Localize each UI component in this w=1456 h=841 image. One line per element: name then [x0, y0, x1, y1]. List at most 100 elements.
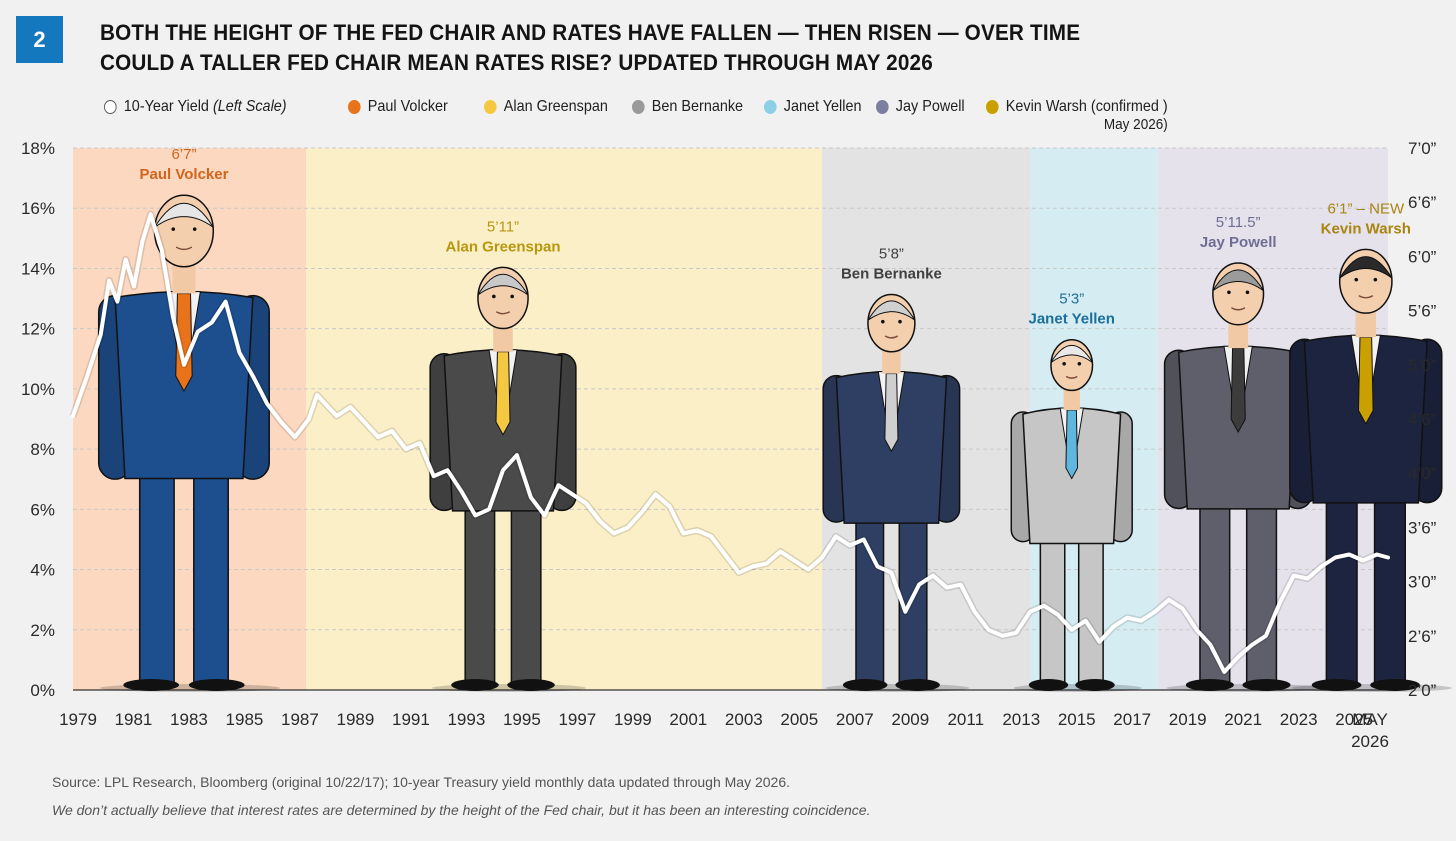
figure-hair: [1339, 256, 1393, 279]
legend-swatch-yield: [104, 100, 117, 114]
chart-title: BOTH THE HEIGHT OF THE FED CHAIR AND RAT…: [100, 18, 1080, 78]
figure-tie: [1357, 336, 1374, 425]
figure-eye-left: [171, 227, 176, 231]
right-tick-label: 6’0”: [1408, 247, 1437, 266]
chair-height-label: 5’8”: [879, 245, 904, 262]
figure-shoe-right: [1370, 679, 1420, 691]
figure-shoe-right: [188, 679, 245, 691]
figure-shoe-left: [1185, 679, 1234, 691]
chair-figure-2: 5’8” Ben Bernanke: [822, 245, 970, 692]
right-tick-label: 6’6”: [1408, 193, 1437, 212]
figure-leg-right: [510, 498, 542, 685]
figure-hair: [1050, 345, 1093, 363]
title-line-2: COULD A TALLER FED CHAIR MEAN RATES RISE…: [100, 50, 933, 75]
figure-mouth: [175, 246, 193, 251]
figure-hair: [1212, 269, 1264, 292]
chair-name-label: Alan Greenspan: [445, 238, 560, 255]
legend-scale-note: (Left Scale): [212, 98, 287, 115]
figure-tie: [495, 351, 511, 436]
left-tick-label: 8%: [30, 440, 55, 459]
legend-label-warsh: Kevin Warsh (confirmed ): [1005, 98, 1168, 115]
figure-eye-right: [1245, 290, 1250, 295]
legend-item-warsh: Kevin Warsh (confirmed ) May 2026): [986, 98, 1168, 133]
figure-shoe-left: [1028, 679, 1069, 691]
figure-hair: [477, 273, 529, 296]
figure-leg-left: [138, 465, 175, 685]
legend-item-yield: 10-Year Yield (Left Scale): [104, 98, 287, 116]
legend-item-bernanke: Ben Bernanke: [632, 98, 743, 116]
figure-shoe-right: [1075, 679, 1115, 691]
x-tick-label-last: MAY: [1352, 710, 1388, 729]
x-tick-label: 2021: [1224, 710, 1262, 729]
x-tick-label: 2013: [1002, 710, 1040, 729]
legend-item-yellen: Janet Yellen: [764, 98, 861, 116]
figure-shoe-left: [842, 679, 888, 691]
chair-figure-1: 5’11” Alan Greenspan: [429, 218, 587, 692]
right-tick-label: 3’6”: [1408, 518, 1437, 537]
x-tick-label: 2001: [669, 710, 707, 729]
chair-name-label: Ben Bernanke: [841, 265, 942, 282]
figure-tie: [1230, 347, 1246, 434]
x-tick-label: 2019: [1169, 710, 1207, 729]
right-tick-label: 2’6”: [1408, 627, 1437, 646]
x-tick-label: 2007: [836, 710, 874, 729]
x-tick-label: 1995: [503, 710, 541, 729]
figure-eye-right: [1077, 361, 1082, 366]
figure-eye-left: [1354, 277, 1359, 282]
x-axis: 1979 1981 1983 1985 1987 1989 1991 1993 1995 1997…: [59, 710, 1389, 751]
chair-height-label: 6’7”: [171, 146, 196, 163]
x-tick-label: 2015: [1058, 710, 1096, 729]
x-tick-label: 2003: [725, 710, 763, 729]
chair-name-label: Kevin Warsh: [1321, 220, 1411, 237]
figure-neck: [1063, 386, 1080, 411]
figure-eye-left: [1062, 361, 1066, 366]
title-line-1: BOTH THE HEIGHT OF THE FED CHAIR AND RAT…: [100, 20, 1081, 45]
chair-figure-5: 6’1” – NEW Kevin Warsh: [1289, 200, 1453, 692]
figure-neck: [172, 262, 196, 294]
x-tick-label: 2017: [1113, 710, 1151, 729]
figure-shoe-left: [1311, 679, 1362, 691]
figure-eye-right: [898, 319, 902, 324]
figure-shoe-right: [895, 679, 940, 691]
left-axis: 0% 2% 4% 6% 8% 10% 12% 14% 16% 18%: [21, 139, 55, 700]
figure-neck: [493, 324, 513, 352]
x-tick-label: 1989: [337, 710, 375, 729]
figure-leg-right: [1373, 490, 1406, 685]
legend-label-powell: Jay Powell: [895, 98, 965, 115]
legend-label-volcker: Paul Volcker: [367, 98, 448, 115]
left-tick-label: 0%: [30, 681, 55, 700]
legend-swatch-volcker: [348, 100, 361, 114]
x-tick-label: 2011: [947, 710, 984, 729]
left-tick-label: 4%: [30, 561, 55, 580]
left-tick-label: 16%: [21, 199, 55, 218]
figure-leg-left: [1325, 490, 1358, 685]
figure-number-badge: 2: [16, 16, 63, 63]
figure-leg-right: [1077, 530, 1104, 685]
x-tick-label: 2005: [780, 710, 818, 729]
legend-label-yellen: Janet Yellen: [783, 98, 862, 115]
figure-shoe-right: [1242, 679, 1291, 691]
figure-shoe-right: [507, 679, 555, 691]
figure-eye-right: [1373, 277, 1378, 282]
legend-swatch-bernanke: [632, 100, 645, 114]
left-tick-label: 18%: [21, 139, 55, 158]
figure-mouth: [1231, 307, 1246, 311]
legend-item-powell: Jay Powell: [876, 98, 965, 116]
x-tick-label-last: 2026: [1351, 732, 1389, 751]
chair-name-label: Jay Powell: [1200, 234, 1277, 251]
x-tick-label: 1987: [281, 710, 319, 729]
figure-eye-right: [192, 227, 197, 231]
x-tick-label: 1985: [226, 710, 264, 729]
figure-shoe-left: [451, 679, 499, 691]
figure-eye-left: [881, 319, 885, 324]
legend-swatch-yellen: [764, 100, 777, 114]
right-tick-label: 3’0”: [1408, 573, 1437, 592]
legend-swatch-greenspan: [484, 100, 497, 114]
left-tick-label: 2%: [30, 621, 55, 640]
figure-eye-left: [1227, 290, 1231, 295]
figure-leg-left: [464, 498, 496, 685]
figure-neck: [1355, 309, 1377, 338]
figure-mouth: [495, 311, 511, 315]
right-tick-label: 4’6”: [1408, 410, 1437, 429]
